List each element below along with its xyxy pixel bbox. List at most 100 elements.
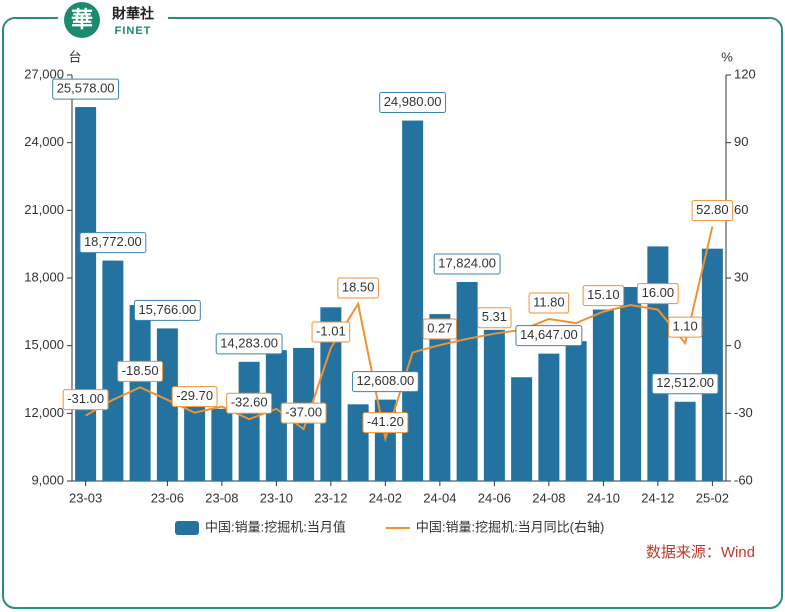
logo-mark: 華 xyxy=(71,7,93,32)
brand-name: 財華社 xyxy=(111,6,154,22)
x-tick-label: 24-04 xyxy=(423,490,456,505)
legend-label: 中国:销量:挖掘机:当月同比(右轴) xyxy=(416,519,605,534)
value-label-text: 12,608.00 xyxy=(356,373,414,388)
y2-tick-label: -60 xyxy=(734,472,753,487)
value-label-text: 16.00 xyxy=(642,285,675,300)
value-label: 17,824.00 xyxy=(433,253,501,275)
y-tick-label: 21,000 xyxy=(24,202,64,217)
value-label-box xyxy=(651,373,719,395)
value-label-box xyxy=(52,78,120,100)
value-label-box xyxy=(337,277,379,299)
bar xyxy=(429,314,451,481)
x-tick-label: 24-08 xyxy=(532,490,565,505)
value-label-text: 5.31 xyxy=(482,309,507,324)
x-tick-label: 24-10 xyxy=(587,490,620,505)
value-label: 14,283.00 xyxy=(215,333,283,355)
value-label-box xyxy=(280,402,327,424)
bar xyxy=(483,329,505,481)
x-tick-label: 24-06 xyxy=(478,490,511,505)
value-label-text: -32.60 xyxy=(231,395,268,410)
x-tick-label: 25-02 xyxy=(696,490,729,505)
bar xyxy=(75,107,97,481)
bar xyxy=(320,307,342,481)
value-label-box xyxy=(422,318,458,340)
value-label: -41.20 xyxy=(362,412,409,434)
legend-swatch xyxy=(175,521,199,535)
y-tick-label: 12,000 xyxy=(24,405,64,420)
value-label-text: 14,283.00 xyxy=(220,335,278,350)
x-tick-label: 23-06 xyxy=(151,490,184,505)
bar xyxy=(620,287,642,481)
value-label-box xyxy=(691,200,734,222)
value-label-box xyxy=(62,389,109,411)
bar xyxy=(265,350,287,481)
value-label: 25,578.00 xyxy=(52,78,120,100)
y2-tick-label: 60 xyxy=(734,202,748,217)
bar xyxy=(211,408,233,481)
y-tick-label: 24,000 xyxy=(24,134,64,149)
value-label: 18,772.00 xyxy=(79,232,147,254)
value-label-text: -31.00 xyxy=(67,391,104,406)
value-label-text: -18.50 xyxy=(122,363,159,378)
value-label: 11.80 xyxy=(528,292,570,314)
bar xyxy=(184,399,206,481)
bar xyxy=(129,305,151,481)
value-label-text: 52.80 xyxy=(696,202,729,217)
value-label: 12,608.00 xyxy=(351,371,419,393)
value-label: -29.70 xyxy=(171,386,218,408)
x-tick-label: 23-12 xyxy=(314,490,347,505)
value-label-text: 17,824.00 xyxy=(438,255,496,270)
y-unit: 台 xyxy=(68,49,81,64)
x-tick-label: 24-02 xyxy=(369,490,402,505)
bar xyxy=(511,377,533,481)
x-tick-label: 23-08 xyxy=(205,490,238,505)
value-label-box xyxy=(117,360,164,382)
y2-unit: % xyxy=(721,49,733,64)
value-label-text: 1.10 xyxy=(672,319,697,334)
value-label-text: -1.01 xyxy=(316,323,346,338)
y2-tick-label: 120 xyxy=(734,66,756,81)
bar xyxy=(647,246,669,481)
y-tick-label: 15,000 xyxy=(24,337,64,352)
value-label-text: 15.10 xyxy=(587,287,620,302)
value-label-box xyxy=(133,299,201,321)
value-label: 12,512.00 xyxy=(651,373,719,395)
line xyxy=(85,226,714,443)
value-label: -37.00 xyxy=(280,402,327,424)
value-label-box xyxy=(362,412,409,434)
value-label-box xyxy=(582,285,625,307)
value-label: 52.80 xyxy=(691,200,734,222)
brand-latin: FINET xyxy=(115,25,152,37)
x-tick-label: 23-10 xyxy=(260,490,293,505)
value-label-text: 24,980.00 xyxy=(384,94,442,109)
value-label: 14,647.00 xyxy=(515,325,583,347)
value-label-text: 11.80 xyxy=(533,294,565,309)
bar xyxy=(456,281,478,481)
value-label-box xyxy=(215,333,283,355)
value-label-box xyxy=(433,253,501,275)
value-label-box xyxy=(351,371,419,393)
y2-tick-label: -30 xyxy=(734,405,753,420)
value-label: 16.00 xyxy=(637,283,679,305)
value-label-box xyxy=(171,386,218,408)
value-label: 18.50 xyxy=(337,277,379,299)
value-label-text: 0.27 xyxy=(427,320,452,335)
value-label-box xyxy=(477,307,512,329)
value-label-text: -37.00 xyxy=(285,405,322,420)
value-label-text: 18,772.00 xyxy=(84,234,142,249)
y2-tick-label: 0 xyxy=(734,337,741,352)
value-label: 24,980.00 xyxy=(379,92,447,114)
y-tick-label: 27,000 xyxy=(24,66,64,81)
value-label: -18.50 xyxy=(117,360,164,382)
value-label: 15.10 xyxy=(582,285,625,307)
value-label-text: 12,512.00 xyxy=(656,375,714,390)
bar xyxy=(102,260,124,481)
value-label-text: 25,578.00 xyxy=(57,81,115,96)
value-label-text: 15,766.00 xyxy=(138,302,196,317)
value-label-box xyxy=(311,321,351,343)
value-label: 1.10 xyxy=(667,316,703,338)
y2-tick-label: 90 xyxy=(734,134,748,149)
legend-label: 中国:销量:挖掘机:当月值 xyxy=(205,519,346,534)
value-label-box xyxy=(226,392,273,414)
